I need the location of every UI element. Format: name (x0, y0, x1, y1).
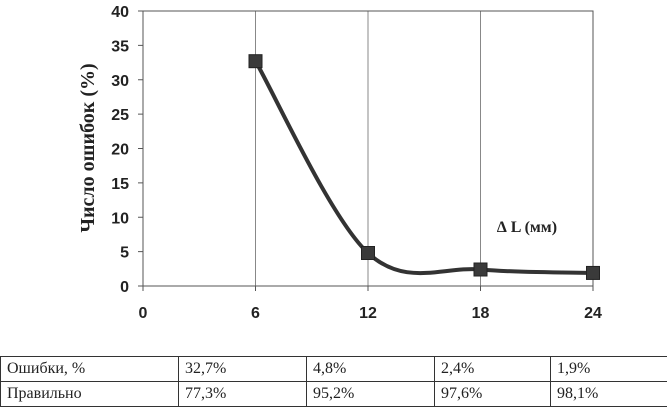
table-cell: 77,3% (178, 381, 307, 407)
y-tick-label: 25 (111, 107, 129, 124)
results-table: Ошибки, % 32,7% 4,8% 2,4% 1,9% Правильно… (0, 356, 667, 407)
data-point-marker (586, 265, 600, 280)
y-tick-label: 20 (111, 142, 129, 159)
table-cell: 98,1% (550, 381, 667, 407)
y-tick-label: 40 (111, 4, 129, 21)
y-tick-label: 15 (111, 176, 129, 193)
delta-l-annotation: ∆ L (мм) (497, 219, 557, 236)
x-tick-label: 0 (139, 305, 148, 322)
y-tick-label: 30 (111, 73, 129, 90)
grid-lines (255, 11, 481, 286)
y-axis-ticks: 0 5 10 15 20 25 30 35 40 (111, 4, 143, 296)
x-tick-label: 24 (584, 305, 602, 322)
x-tick-label: 6 (251, 305, 260, 322)
y-tick-label: 10 (111, 210, 129, 227)
table-cell: 4,8% (306, 356, 435, 382)
error-series-line (253, 59, 595, 276)
table-cell: 32,7% (178, 356, 307, 382)
y-tick-label: 35 (111, 38, 129, 55)
table-cell: 97,6% (434, 381, 551, 407)
table-cell: 2,4% (434, 356, 551, 382)
x-axis-ticks: 0 6 12 18 24 (139, 286, 602, 322)
data-point-marker (248, 54, 263, 69)
table-cell: Ошибки, % (0, 356, 179, 382)
table-row: Ошибки, % 32,7% 4,8% 2,4% 1,9% (0, 356, 667, 382)
data-point-marker (473, 262, 488, 277)
table-cell: Правильно (0, 381, 179, 407)
x-tick-label: 12 (359, 305, 377, 322)
series-markers (248, 54, 600, 280)
error-rate-chart: 0 5 10 15 20 25 30 35 40 0 6 12 18 24 Число ошибок (… (77, 4, 602, 322)
data-point-marker (361, 246, 375, 260)
table-cell: 1,9% (550, 356, 667, 382)
table-row: Правильно 77,3% 95,2% 97,6% 98,1% (0, 381, 667, 407)
table-cell: 95,2% (306, 381, 435, 407)
y-tick-label: 5 (120, 245, 129, 262)
x-tick-label: 18 (472, 305, 490, 322)
y-axis-label: Число ошибок (%) (77, 63, 99, 232)
y-tick-label: 0 (120, 279, 129, 296)
